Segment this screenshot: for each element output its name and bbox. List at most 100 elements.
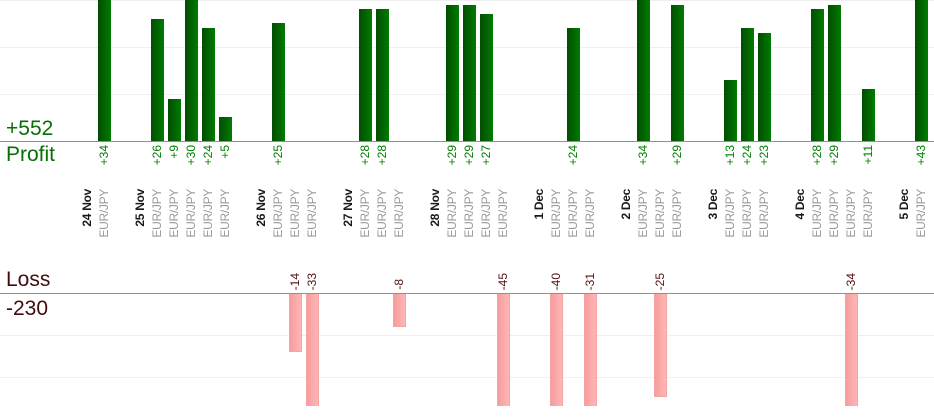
profit-value-label: +29 [670, 145, 684, 166]
loss-value-label: -40 [549, 272, 563, 290]
instrument-label: EUR/JPY [479, 189, 493, 238]
instrument-label: EUR/JPY [97, 189, 111, 238]
profit-bar [463, 5, 476, 141]
profit-bar [376, 9, 389, 141]
date-label: 1 Dec [532, 189, 546, 220]
loss-bar [306, 294, 319, 406]
instrument-label: EUR/JPY [810, 189, 824, 238]
profit-value-label: +29 [827, 145, 841, 166]
instrument-label: EUR/JPY [445, 189, 459, 238]
loss-bar [289, 294, 302, 352]
loss-bar [845, 294, 858, 406]
instrument-label: EUR/JPY [653, 189, 667, 238]
date-label: 24 Nov [80, 189, 94, 227]
profit-value-label: +34 [97, 145, 111, 166]
profit-bar [758, 33, 771, 141]
profit-axis-title: Profit [6, 143, 56, 166]
instrument-label: EUR/JPY [740, 189, 754, 238]
profit-value-label: +11 [861, 145, 875, 165]
profit-value-label: +5 [218, 145, 232, 159]
loss-value-label: -25 [653, 272, 667, 290]
profit-gridline-30 [0, 0, 934, 1]
loss-plot-area: -230 [0, 294, 934, 406]
instrument-label: EUR/JPY [271, 189, 285, 238]
instrument-label: EUR/JPY [566, 189, 580, 238]
loss-value-label: -34 [844, 272, 858, 290]
profit-bar [202, 28, 215, 141]
profit-plot-area: +552 [0, 0, 934, 141]
instrument-label: EUR/JPY [201, 189, 215, 238]
date-label: 26 Nov [254, 189, 268, 227]
instrument-label: EUR/JPY [844, 189, 858, 238]
instrument-label: EUR/JPY [218, 189, 232, 238]
loss-axis-title: Loss [6, 268, 51, 291]
date-label: 27 Nov [341, 189, 355, 227]
instrument-label: EUR/JPY [549, 189, 563, 238]
loss-bar [550, 294, 563, 406]
profit-axis-line [0, 141, 934, 142]
loss-value-labels-row: Loss -14 -33 -8 -45 -40 -31 -25 -34 [0, 258, 934, 293]
loss-value-label: -45 [496, 272, 510, 290]
profit-value-label: +24 [201, 145, 215, 166]
profit-value-label: +28 [810, 145, 824, 166]
instrument-label: EUR/JPY [670, 189, 684, 238]
instrument-label: EUR/JPY [305, 189, 319, 238]
profit-value-label: +29 [462, 145, 476, 166]
loss-bar [393, 294, 406, 327]
profit-bar [185, 0, 198, 141]
profit-value-label: +43 [914, 145, 928, 166]
loss-value-label: -14 [288, 272, 302, 290]
loss-gridline-10 [0, 335, 934, 336]
profit-bar [671, 5, 684, 141]
profit-value-label: +24 [740, 145, 754, 166]
profit-value-label: +34 [636, 145, 650, 166]
profit-value-label: +30 [184, 145, 198, 166]
date-label: 25 Nov [133, 189, 147, 227]
date-label: 4 Dec [793, 189, 807, 220]
profit-bar [637, 0, 650, 141]
profit-bar [828, 5, 841, 141]
profit-value-label: +28 [358, 145, 372, 166]
instrument-label: EUR/JPY [914, 189, 928, 238]
loss-value-label: -31 [583, 272, 597, 290]
instrument-label: EUR/JPY [167, 189, 181, 238]
date-label: 2 Dec [619, 189, 633, 220]
profit-bar [359, 9, 372, 141]
profit-bar [741, 28, 754, 141]
profit-value-label: +13 [723, 145, 737, 166]
profit-bar [811, 9, 824, 141]
profit-total: +552 [6, 117, 54, 140]
profit-value-label: +29 [445, 145, 459, 166]
instrument-label: EUR/JPY [184, 189, 198, 238]
instrument-label: EUR/JPY [288, 189, 302, 238]
date-label: 28 Nov [428, 189, 442, 227]
instrument-label: EUR/JPY [757, 189, 771, 238]
instrument-label: EUR/JPY [723, 189, 737, 238]
profit-value-label: +27 [479, 145, 493, 166]
profit-value-label: +26 [150, 145, 164, 166]
profit-value-label: +9 [167, 145, 181, 159]
instrument-label: EUR/JPY [861, 189, 875, 238]
loss-bar [654, 294, 667, 397]
profit-bar [98, 0, 111, 141]
instrument-label: EUR/JPY [375, 189, 389, 238]
instrument-label: EUR/JPY [392, 189, 406, 238]
profit-bar [567, 28, 580, 141]
instrument-label: EUR/JPY [358, 189, 372, 238]
instrument-label: EUR/JPY [496, 189, 510, 238]
profit-bar [446, 5, 459, 141]
loss-value-label: -33 [305, 272, 319, 290]
profit-bar [862, 89, 875, 141]
loss-value-label: -8 [392, 279, 406, 290]
profit-bar [168, 99, 181, 141]
loss-gridline-20 [0, 377, 934, 378]
profit-bar [480, 14, 493, 141]
profit-bar [219, 117, 232, 141]
loss-total: -230 [6, 297, 49, 320]
date-labels-row: 24 Nov EUR/JPY 25 Nov EUR/JPY EUR/JPY EUR/JPY… [0, 187, 934, 258]
profit-bar [915, 0, 928, 141]
instrument-label: EUR/JPY [583, 189, 597, 238]
date-label: 5 Dec [897, 189, 911, 220]
instrument-label: EUR/JPY [462, 189, 476, 238]
profit-value-label: +24 [566, 145, 580, 166]
